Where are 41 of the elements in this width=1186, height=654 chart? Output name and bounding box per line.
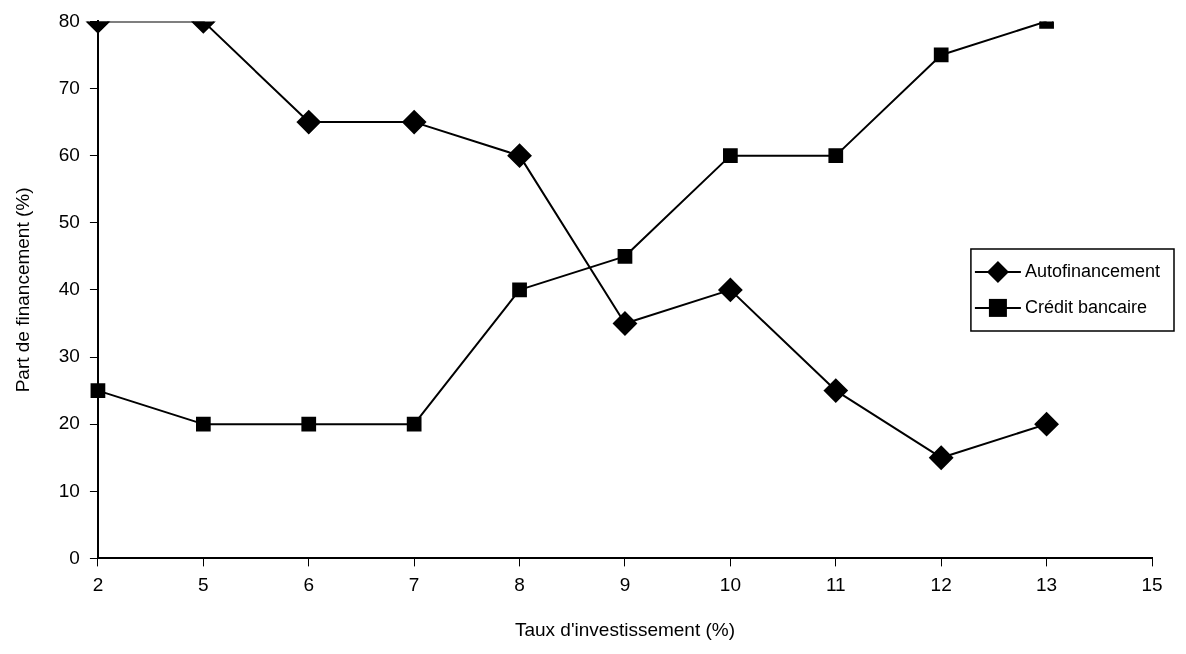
y-tick-label: 20	[58, 412, 80, 434]
x-tick-label: 8	[514, 574, 525, 596]
x-tick-label: 11	[825, 574, 846, 596]
point	[507, 143, 532, 168]
point	[718, 277, 743, 302]
point	[406, 416, 422, 432]
y-tick-label: 0	[69, 546, 80, 568]
point	[828, 148, 844, 164]
point	[933, 47, 949, 63]
x-tick-label: 15	[1141, 574, 1163, 596]
y-tick-label: 10	[58, 479, 80, 501]
x-tick-label: 12	[930, 574, 952, 596]
x-tick-label: 9	[619, 574, 631, 596]
x-tick-label: 5	[198, 574, 209, 596]
point	[402, 110, 427, 135]
point	[823, 378, 848, 403]
x-tick-label: 2	[92, 574, 104, 596]
x-axis-title: Taux d'investissement (%)	[514, 618, 736, 640]
x-tick-label: 10	[719, 574, 741, 596]
point	[301, 416, 317, 432]
point	[296, 110, 321, 135]
y-tick-label: 70	[58, 76, 80, 98]
point	[612, 311, 637, 336]
y-tick-label: 50	[58, 211, 80, 233]
legend-label: Autofinancement	[1024, 260, 1161, 281]
x-tick-label: 6	[303, 574, 315, 596]
y-tick-label: 80	[58, 9, 80, 31]
y-axis-title: Part de financement (%)	[11, 187, 33, 393]
point	[1034, 412, 1059, 437]
point	[617, 248, 633, 264]
point	[723, 148, 738, 164]
legend-label: Crédit bancaire	[1024, 296, 1147, 317]
y-tick-label: 60	[58, 143, 80, 165]
point	[90, 383, 106, 398]
y-tick-label: 30	[58, 345, 80, 367]
point	[195, 416, 211, 432]
x-tick-label: 7	[408, 574, 420, 596]
point	[929, 445, 954, 470]
y-tick-label: 40	[58, 278, 80, 300]
point	[512, 282, 527, 298]
x-tick-label: 13	[1036, 574, 1058, 596]
